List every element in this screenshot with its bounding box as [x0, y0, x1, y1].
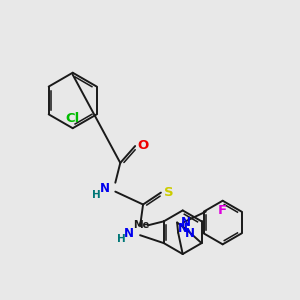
Text: N: N [178, 222, 188, 235]
Text: N: N [124, 227, 134, 240]
Text: O: O [137, 139, 149, 152]
Text: Cl: Cl [66, 112, 80, 125]
Text: S: S [164, 186, 174, 199]
Text: N: N [185, 227, 195, 240]
Text: F: F [218, 204, 227, 217]
Text: H: H [117, 234, 126, 244]
Text: Me: Me [133, 220, 149, 230]
Text: H: H [92, 190, 101, 200]
Text: N: N [181, 216, 191, 229]
Text: N: N [99, 182, 110, 195]
